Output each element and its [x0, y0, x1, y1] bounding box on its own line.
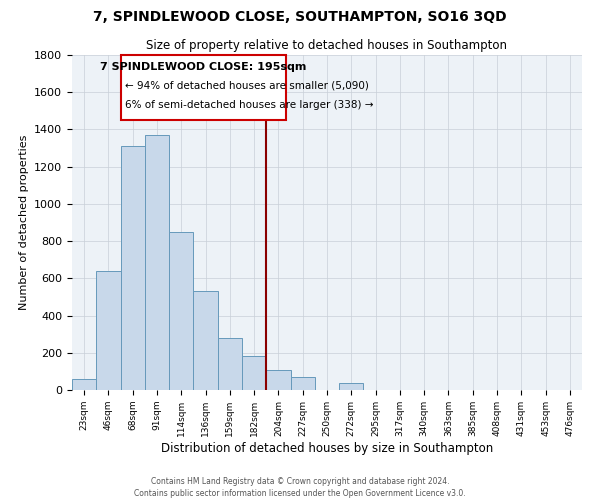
- Bar: [145, 135, 169, 390]
- Bar: [218, 338, 242, 390]
- Title: Size of property relative to detached houses in Southampton: Size of property relative to detached ho…: [146, 40, 508, 52]
- Text: ← 94% of detached houses are smaller (5,090): ← 94% of detached houses are smaller (5,…: [125, 80, 370, 90]
- Text: 7, SPINDLEWOOD CLOSE, SOUTHAMPTON, SO16 3QD: 7, SPINDLEWOOD CLOSE, SOUTHAMPTON, SO16 …: [93, 10, 507, 24]
- Bar: [169, 232, 193, 390]
- Bar: [266, 370, 290, 390]
- Bar: [121, 55, 286, 120]
- Text: 7 SPINDLEWOOD CLOSE: 195sqm: 7 SPINDLEWOOD CLOSE: 195sqm: [100, 62, 307, 72]
- Y-axis label: Number of detached properties: Number of detached properties: [19, 135, 29, 310]
- Text: Contains HM Land Registry data © Crown copyright and database right 2024.
Contai: Contains HM Land Registry data © Crown c…: [134, 476, 466, 498]
- Bar: [193, 292, 218, 390]
- Bar: [121, 146, 145, 390]
- Bar: [242, 356, 266, 390]
- Bar: [339, 384, 364, 390]
- Bar: [290, 377, 315, 390]
- Text: 6% of semi-detached houses are larger (338) →: 6% of semi-detached houses are larger (3…: [125, 100, 374, 110]
- X-axis label: Distribution of detached houses by size in Southampton: Distribution of detached houses by size …: [161, 442, 493, 454]
- Bar: [72, 379, 96, 390]
- Bar: [96, 271, 121, 390]
